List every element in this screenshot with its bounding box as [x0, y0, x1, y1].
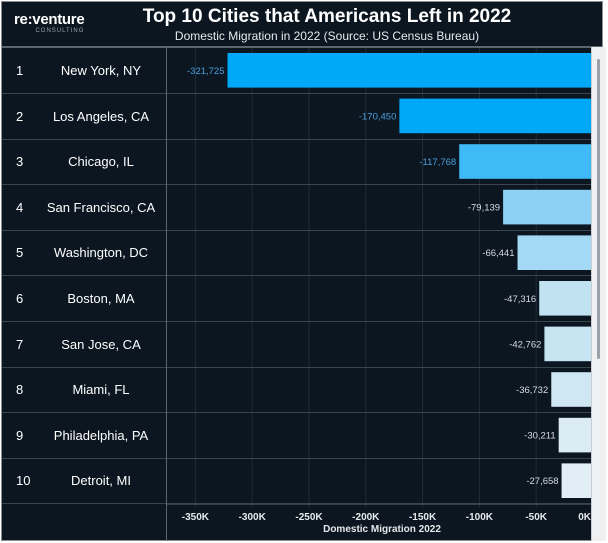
vertical-scrollbar[interactable]: [591, 47, 606, 541]
rank-label: 10: [16, 473, 31, 489]
data-label: -36,732: [516, 385, 548, 396]
table-row: 5 Washington, DC: [2, 230, 602, 277]
city-label: Chicago, IL: [68, 154, 134, 170]
table-row: 4 San Francisco, CA: [2, 185, 602, 231]
data-label: -66,441: [482, 248, 514, 259]
city-label: Los Angeles, CA: [52, 108, 150, 124]
city-label: Miami, FL: [72, 382, 130, 398]
scrollbar-thumb[interactable]: [597, 59, 600, 359]
logo-main: re:venture: [14, 11, 85, 28]
rank-label: 4: [16, 199, 24, 215]
chart-title: Top 10 Cities that Americans Left in 202…: [142, 6, 512, 27]
rank-label: 3: [16, 154, 24, 170]
data-label: -117,768: [419, 157, 456, 168]
table-row: 6 Boston, MA: [2, 276, 602, 322]
bar: [517, 235, 593, 270]
bar: [227, 53, 594, 88]
x-tick-label: -100K: [466, 512, 494, 523]
city-label: San Jose, CA: [61, 336, 141, 352]
table-row: 1 New York, NY: [2, 48, 602, 94]
table-row: 9 Philadelphia, PA: [2, 413, 602, 459]
table-row: 8 Miami, FL: [2, 367, 602, 414]
x-axis-title: Domestic Migration 2022: [323, 524, 441, 535]
bar: [558, 417, 593, 453]
bar: [459, 144, 593, 179]
rank-label: 1: [16, 63, 24, 78]
bar: [551, 372, 593, 407]
data-label: -321,725: [187, 66, 225, 77]
bar: [503, 189, 593, 225]
x-tick-label: -300K: [239, 512, 267, 523]
x-tick-label: -350K: [182, 512, 210, 523]
bar: [539, 281, 593, 316]
rank-label: 2: [16, 108, 24, 124]
table-row: 3 Chicago, IL: [2, 139, 602, 186]
city-label: Washington, DC: [53, 245, 149, 261]
table-row: 7 San Jose, CA: [2, 322, 602, 368]
rank-label: 7: [16, 336, 24, 352]
city-label: Philadelphia, PA: [53, 427, 149, 443]
rank-label: 5: [16, 245, 24, 261]
city-label: New York, NY: [60, 63, 142, 78]
data-label: -27,658: [526, 476, 558, 487]
logo-sub: CONSULTING: [35, 28, 85, 34]
column-divider: [166, 48, 167, 541]
bar: [561, 463, 593, 498]
data-label: -170,450: [359, 111, 397, 122]
data-label: -47,316: [504, 294, 536, 305]
logo: re:venture CONSULTING: [14, 11, 85, 34]
data-label: -30,211: [524, 431, 556, 442]
x-tick-label: 0K: [578, 512, 592, 523]
data-label: -42,762: [509, 339, 541, 350]
rank-label: 8: [16, 382, 24, 398]
x-tick-label: -250K: [295, 512, 323, 523]
city-label: Detroit, MI: [71, 473, 131, 489]
data-label: -79,139: [468, 203, 500, 214]
table-row: 10 Detroit, MI: [2, 458, 602, 505]
rank-label: 6: [16, 291, 24, 306]
table-row: 2 Los Angeles, CA: [2, 94, 602, 140]
bar: [399, 98, 593, 134]
bar: [544, 326, 593, 362]
rank-label: 9: [16, 427, 24, 443]
header: re:venture CONSULTING Top 10 Cities that…: [2, 2, 602, 48]
chart-subtitle: Domestic Migration in 2022 (Source: US C…: [174, 29, 480, 43]
x-tick-label: -150K: [409, 512, 437, 523]
city-label: San Francisco, CA: [46, 199, 156, 215]
city-label: Boston, MA: [67, 291, 135, 306]
x-tick-label: -50K: [525, 512, 547, 523]
x-tick-label: -200K: [352, 512, 380, 523]
